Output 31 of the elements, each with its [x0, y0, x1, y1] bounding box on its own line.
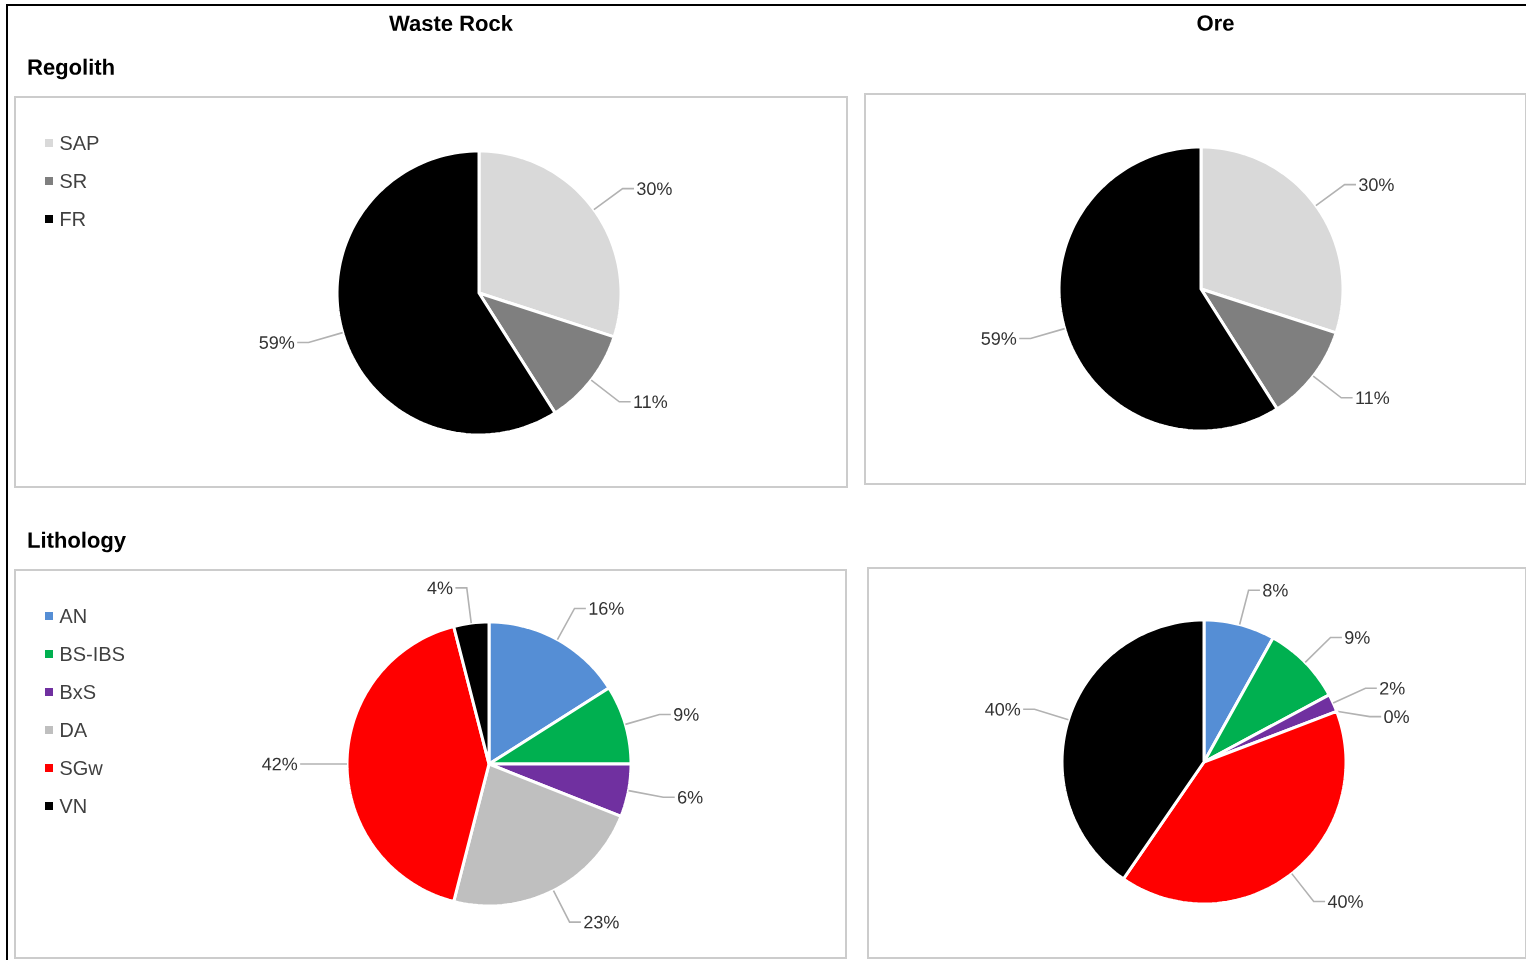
- legend-label: DA: [61, 723, 88, 737]
- chart-subtitle: Regolith: [28, 58, 114, 80]
- data-label: 40%: [985, 702, 1021, 716]
- legend-label: BS-IBS: [61, 646, 125, 662]
- data-label: 59%: [981, 332, 1017, 345]
- legend-label: AN: [59, 609, 86, 623]
- data-label: 4%: [427, 581, 453, 595]
- legend-label: BxS: [61, 684, 96, 700]
- chart-subtitle: Lithology: [28, 531, 126, 553]
- data-label: 11%: [634, 395, 668, 409]
- legend-label: SAP: [60, 135, 99, 151]
- data-label: 6%: [678, 790, 703, 804]
- data-label: 11%: [1356, 391, 1390, 405]
- legend-label: SR: [60, 173, 87, 189]
- data-label: 42%: [262, 757, 298, 771]
- data-label: 59%: [259, 336, 295, 349]
- chart-title: Ore: [1197, 15, 1234, 31]
- chart-title: Waste Rock: [389, 14, 513, 32]
- data-label: 23%: [584, 915, 619, 929]
- legend-label: FR: [61, 212, 86, 226]
- data-label: 30%: [1359, 178, 1394, 192]
- legend-label: SGw: [60, 760, 103, 776]
- legend-label: VN: [59, 799, 86, 813]
- text: 0%: [1384, 710, 1409, 724]
- data-label: 9%: [674, 708, 699, 721]
- data-label: 2%: [1380, 681, 1405, 695]
- data-label: 16%: [589, 602, 624, 615]
- data-label: 30%: [637, 182, 672, 196]
- data-label: 9%: [1345, 631, 1370, 644]
- data-label: 40%: [1327, 895, 1363, 908]
- data-label: 8%: [1263, 583, 1288, 597]
